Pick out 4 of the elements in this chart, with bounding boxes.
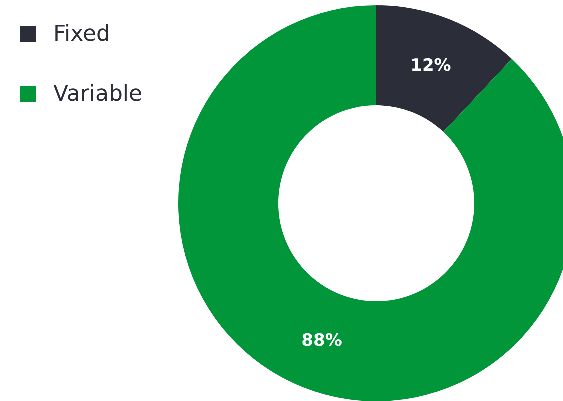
legend-label: Variable [54, 82, 143, 107]
legend-label: Fixed [54, 22, 111, 47]
data-label: 88% [302, 331, 342, 352]
data-label: 12% [410, 56, 452, 76]
